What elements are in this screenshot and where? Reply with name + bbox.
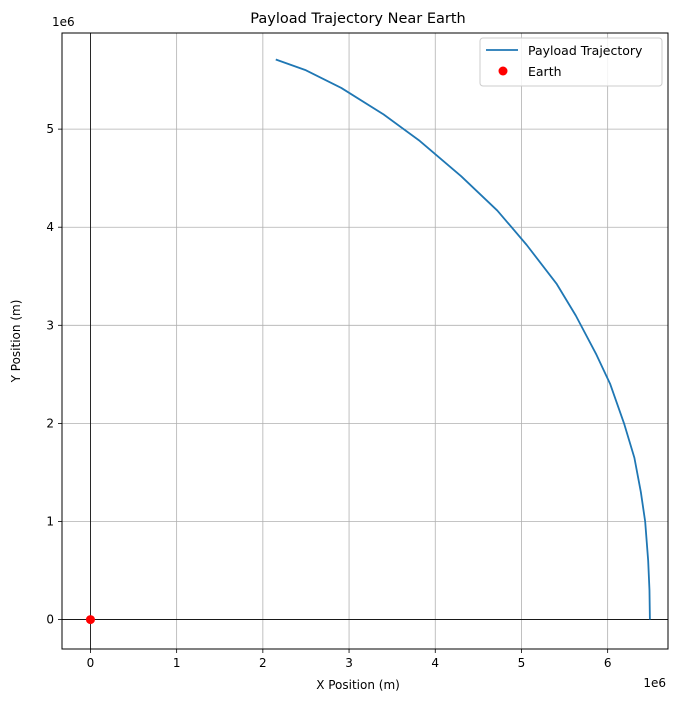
y-tick-label: 1	[46, 514, 54, 528]
x-axis-offset-label: 1e6	[643, 676, 666, 690]
legend-label-earth: Earth	[528, 64, 562, 79]
x-tick-label: 4	[431, 656, 439, 670]
y-tick-label: 0	[46, 613, 54, 627]
chart-title: Payload Trajectory Near Earth	[250, 11, 465, 27]
plot-frame	[61, 32, 669, 650]
y-axis-label: Y Position (m)	[9, 300, 23, 384]
series-line-payload-trajectory	[275, 58, 651, 620]
x-tick-label: 3	[345, 656, 353, 670]
x-tick-label: 2	[259, 656, 267, 670]
x-tick-label: 0	[87, 656, 95, 670]
x-tick-label: 5	[518, 656, 526, 670]
x-tick-label: 1	[173, 656, 181, 670]
x-tick-label: 6	[604, 656, 612, 670]
y-axis-ticks: 0 1 2 3 4 5	[46, 122, 62, 627]
earth-marker	[85, 615, 95, 625]
y-tick-label: 2	[46, 416, 54, 430]
x-axis-label: X Position (m)	[316, 678, 400, 692]
reference-lines	[62, 33, 668, 649]
y-tick-label: 5	[46, 122, 54, 136]
legend-label-payload-trajectory: Payload Trajectory	[528, 43, 643, 58]
legend: Payload Trajectory Earth	[479, 37, 663, 87]
x-axis-ticks: 0 1 2 3 4 5 6	[87, 649, 612, 670]
series-layer	[85, 58, 651, 625]
y-axis-offset-label: 1e6	[52, 15, 75, 29]
y-tick-label: 4	[46, 220, 54, 234]
legend-box	[479, 37, 663, 87]
y-tick-label: 3	[46, 318, 54, 332]
grid-lines	[62, 33, 668, 649]
legend-swatch-earth	[498, 66, 508, 76]
